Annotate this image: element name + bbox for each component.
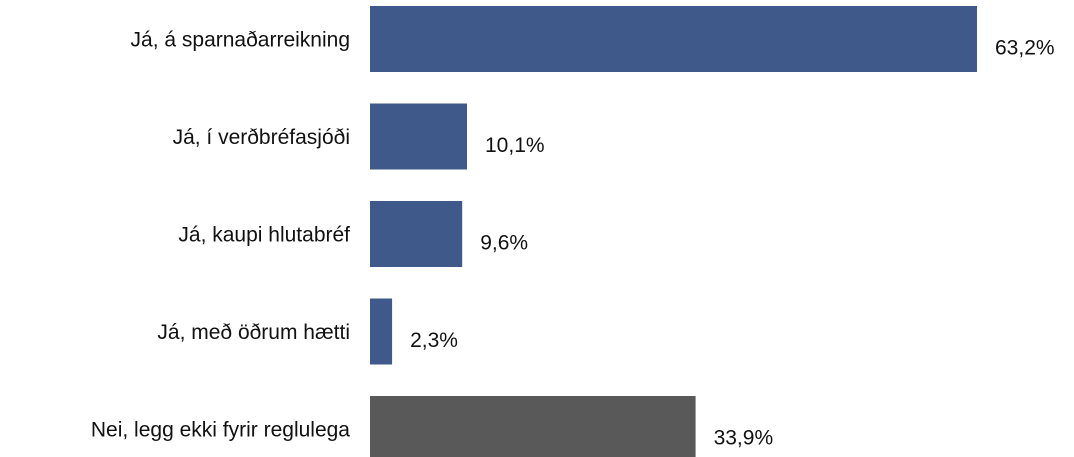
value-label-4: 33,9% [714, 427, 774, 450]
bar-4 [370, 396, 696, 457]
value-label-1: 10,1% [485, 134, 545, 157]
value-label-0: 63,2% [995, 37, 1055, 60]
value-label-2: 9,6% [480, 232, 528, 255]
category-label-3: Já, með öðrum hætti [157, 321, 350, 344]
category-label-0: Já, á sparnaðarreikning [131, 29, 350, 52]
labels-group: Já, á sparnaðarreikning 63,2% Já, í verðbr… [91, 29, 1055, 450]
bars-group [370, 6, 977, 457]
bar-0 [370, 6, 977, 72]
bar-3 [370, 298, 393, 365]
bar-2 [370, 201, 463, 267]
value-label-3: 2,3% [410, 329, 458, 352]
category-label-4: Nei, legg ekki fyrir reglulega [91, 419, 350, 442]
bar-1 [370, 103, 468, 170]
category-label-2: Já, kaupi hlutabréf [178, 224, 350, 247]
category-label-1: Já, í verðbréfasjóði [173, 126, 350, 149]
